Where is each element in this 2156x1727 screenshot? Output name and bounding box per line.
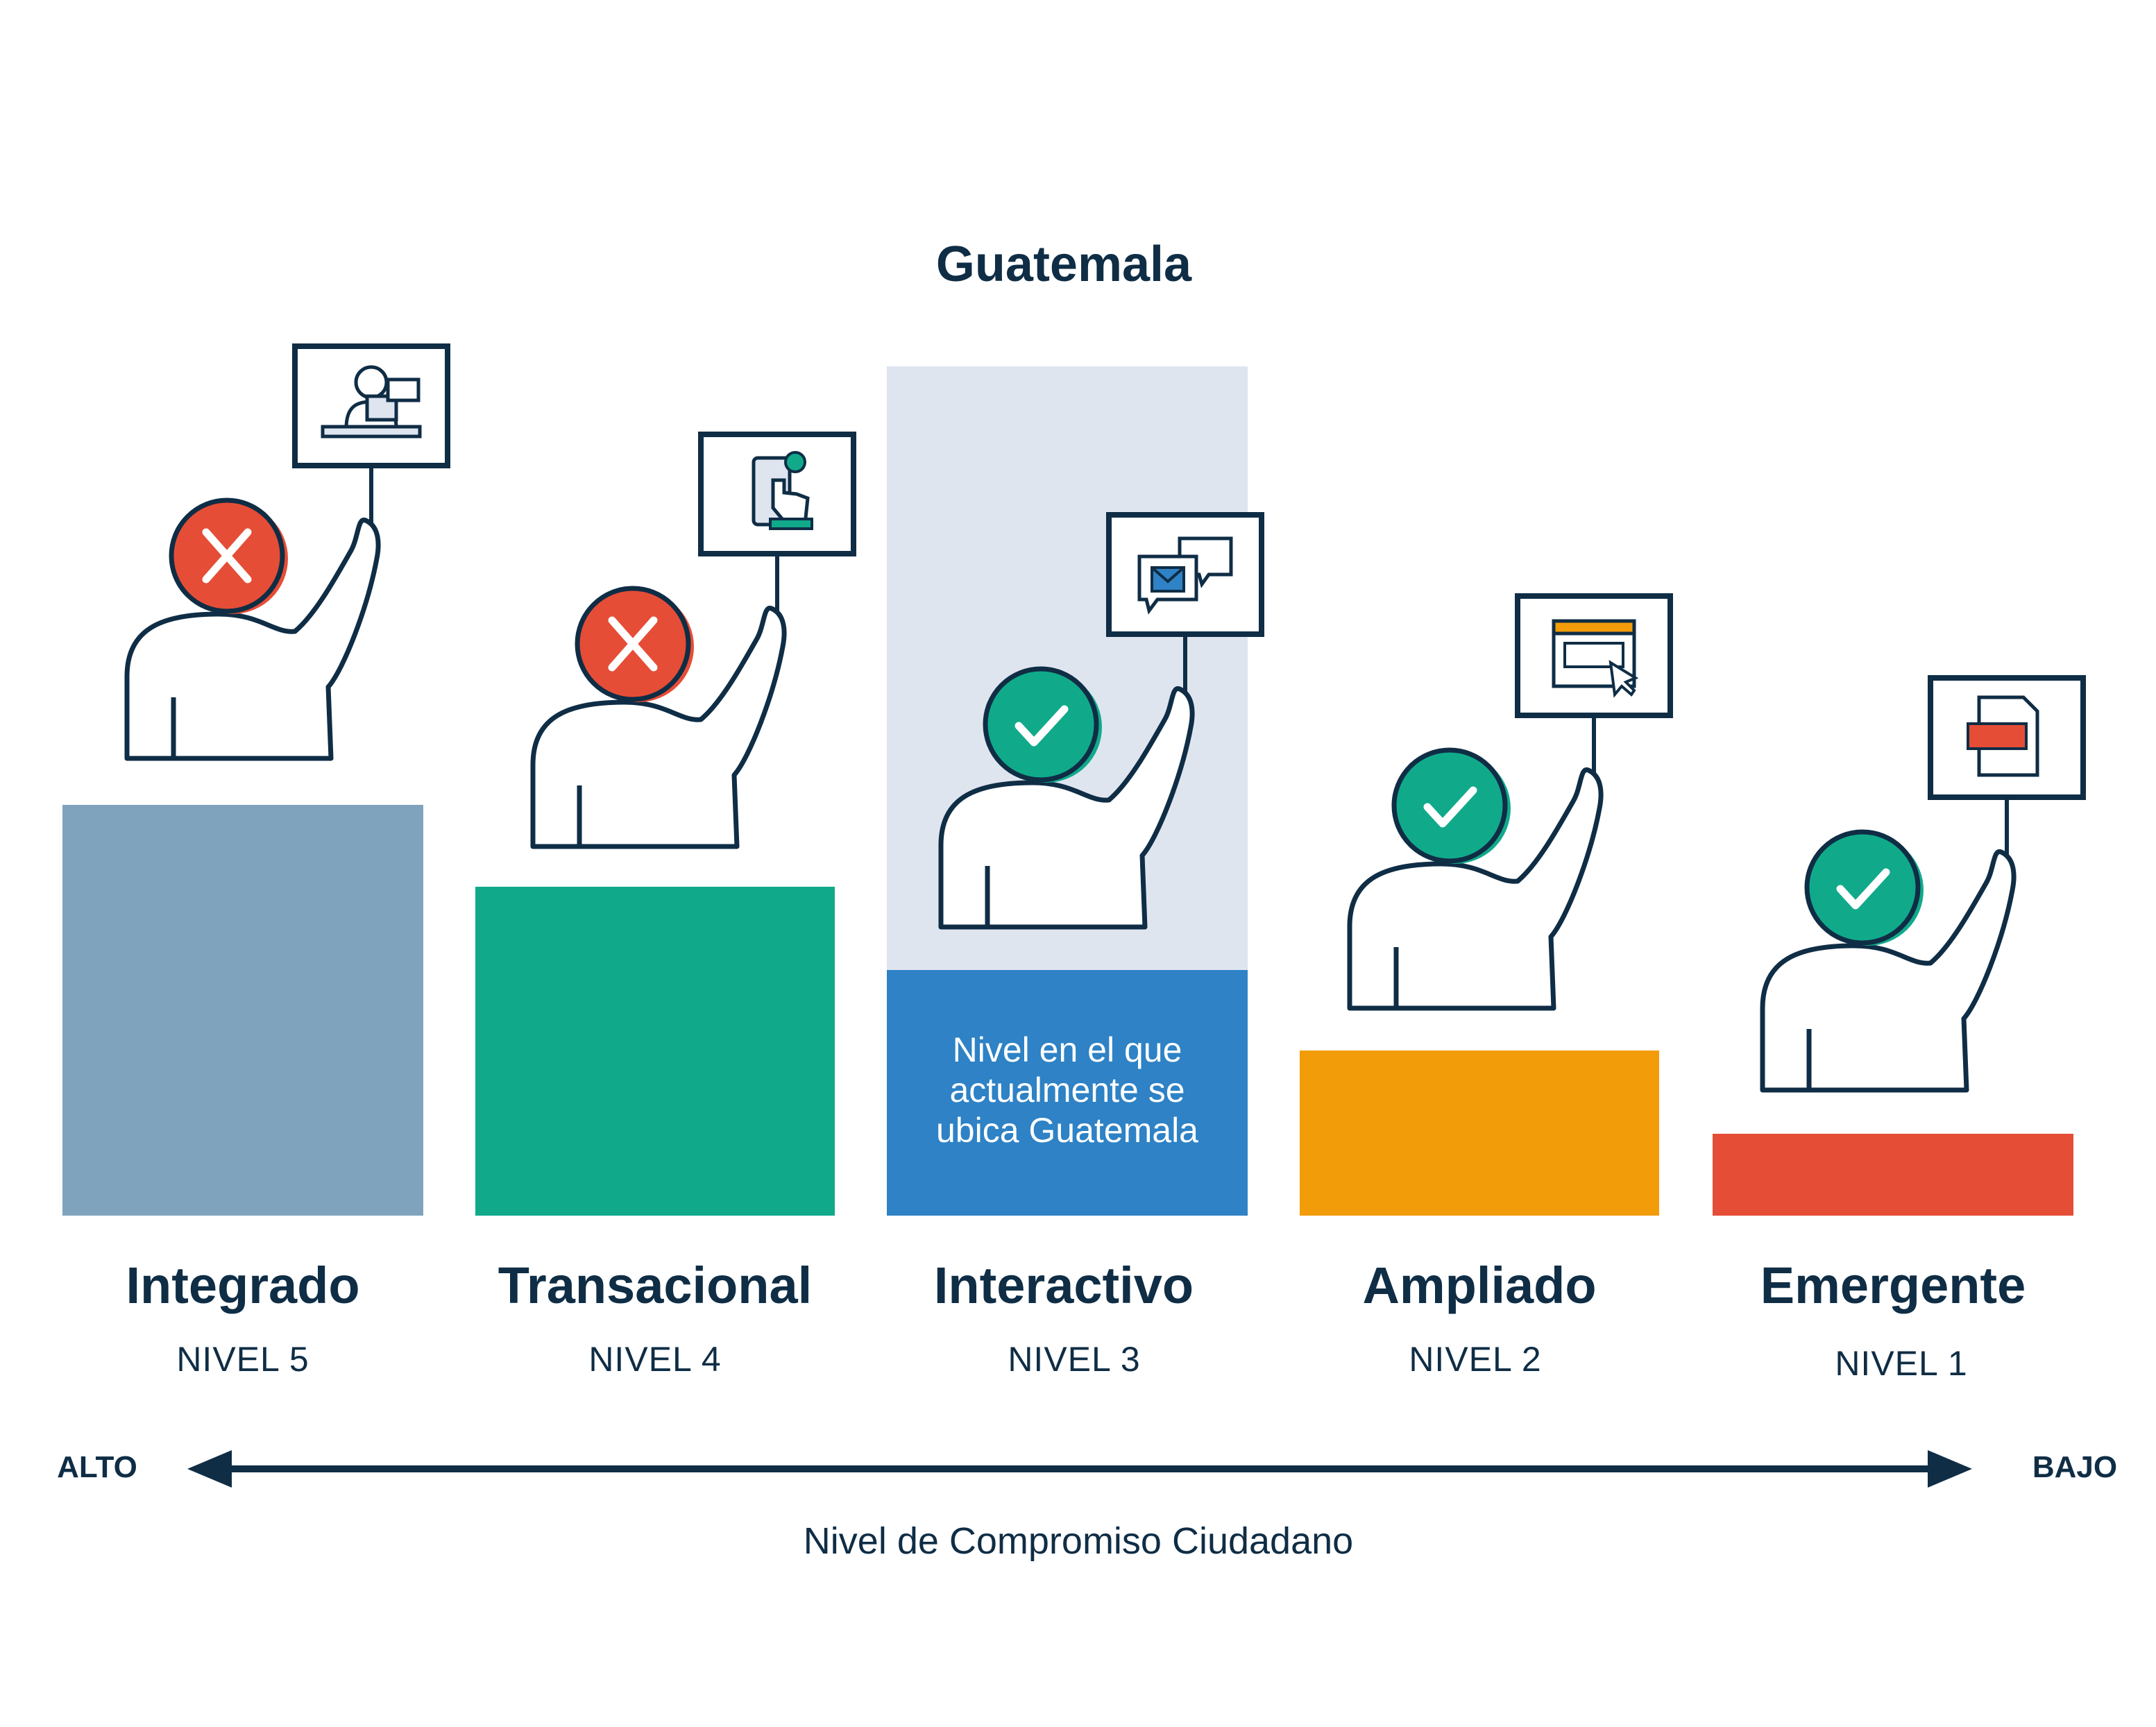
check-status-icon [1391, 747, 1511, 864]
level-name-transacional: Transacional [498, 1257, 813, 1314]
level-name-integrado: Integrado [126, 1257, 360, 1314]
level-number-1: NIVEL 1 [1835, 1344, 1968, 1383]
level-number-3: NIVEL 3 [1008, 1340, 1141, 1379]
current-note-line: Nivel en el que [952, 1030, 1182, 1069]
axis-low-label: BAJO [2032, 1450, 2118, 1484]
current-note-line: actualmente se [949, 1071, 1185, 1109]
current-level-note: Nivel en el que actualmente se ubica Gua… [887, 1030, 1248, 1150]
cross-status-icon [575, 586, 694, 702]
figure-level-3 [938, 512, 1264, 930]
level-number-5: NIVEL 5 [176, 1340, 309, 1379]
figure-level-4 [530, 432, 856, 849]
level-number-4: NIVEL 4 [588, 1340, 722, 1379]
figure-level-5 [124, 343, 450, 761]
axis-high-label: ALTO [57, 1450, 137, 1484]
current-note-line: ubica Guatemala [935, 1111, 1198, 1150]
level-name-emergente: Emergente [1760, 1257, 2026, 1314]
bar-level-4 [475, 887, 835, 1216]
figure-level-2 [1347, 593, 1673, 1011]
level-number-2: NIVEL 2 [1409, 1340, 1542, 1379]
bar-level-5 [62, 805, 423, 1216]
pdf-document-icon [1928, 675, 2086, 800]
bar-level-3 [887, 970, 1248, 1216]
figure-level-1 [1760, 675, 2086, 1093]
axis-label: Nivel de Compromiso Ciudadano [803, 1520, 1354, 1562]
bar-level-2 [1300, 1050, 1659, 1216]
level-name-ampliado: Ampliado [1362, 1257, 1597, 1314]
check-status-icon [1804, 829, 1924, 946]
axis-arrow [187, 1450, 1972, 1488]
online-payment-icon [698, 432, 856, 556]
bar-level-1 [1713, 1134, 2073, 1216]
page-title: Guatemala [935, 237, 1192, 292]
email-chat-icon [1106, 512, 1264, 637]
web-browser-icon [1515, 593, 1673, 718]
citizen-service-desk-icon [292, 343, 450, 468]
cross-status-icon [169, 497, 288, 614]
check-status-icon [983, 666, 1102, 783]
level-name-interactivo: Interactivo [933, 1257, 1194, 1314]
